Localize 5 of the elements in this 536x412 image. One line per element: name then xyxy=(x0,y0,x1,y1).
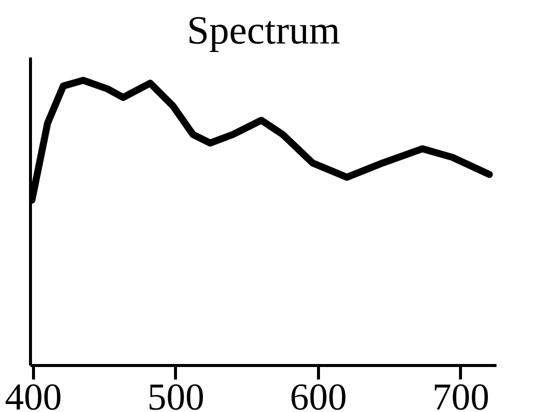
x-tick-label: 400 xyxy=(4,376,62,412)
chart-title: Spectrum xyxy=(186,8,340,52)
x-tick-label: 700 xyxy=(432,376,490,412)
x-tick-label: 600 xyxy=(290,376,347,412)
x-tick-label: 500 xyxy=(147,376,204,412)
